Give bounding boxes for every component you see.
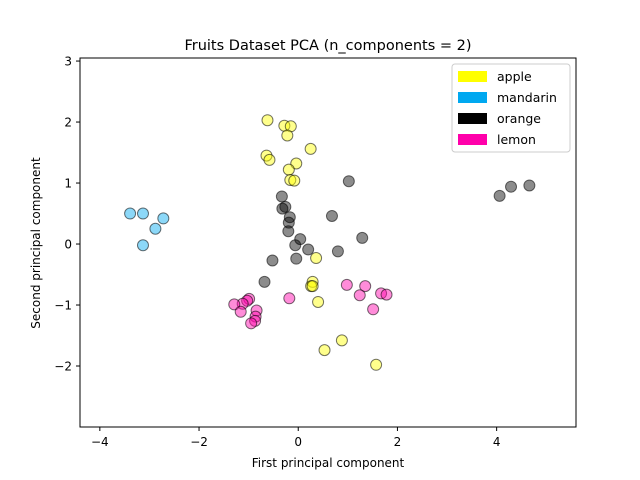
points-layer <box>124 114 536 371</box>
point-orange-15 <box>258 275 271 288</box>
legend-label-apple: apple <box>497 69 532 84</box>
point-orange-14 <box>266 254 279 267</box>
legend: apple mandarin orange lemon <box>451 63 571 153</box>
y-tick-label-5: 3 <box>64 55 72 69</box>
point-apple-8 <box>282 163 295 176</box>
point-orange-16 <box>493 189 506 202</box>
point-orange-8 <box>356 231 369 244</box>
point-lemon-1 <box>359 280 372 293</box>
point-orange-12 <box>331 245 344 258</box>
point-apple-9 <box>284 173 297 186</box>
point-lemon-0 <box>340 278 353 291</box>
point-orange-10 <box>289 239 302 252</box>
legend-box <box>451 63 571 153</box>
point-lemon-15 <box>245 317 258 330</box>
point-mandarin-2 <box>157 212 170 225</box>
point-orange-7 <box>282 225 295 238</box>
x-axis-label: First principal component <box>252 456 405 470</box>
point-orange-13 <box>290 252 303 265</box>
legend-swatch-lemon <box>458 134 487 145</box>
point-orange-11 <box>302 243 315 256</box>
point-apple-18 <box>370 358 383 371</box>
point-orange-17 <box>505 180 518 193</box>
point-mandarin-3 <box>149 222 162 235</box>
point-orange-6 <box>325 209 338 222</box>
chart-title: Fruits Dataset PCA (n_components = 2) <box>184 38 471 54</box>
y-tick-label-1: −1 <box>54 299 72 313</box>
axes-layer: −4 −2 0 2 4 −2 −1 0 1 2 3 <box>54 55 577 449</box>
legend-swatch-mandarin <box>458 92 487 103</box>
y-tick-label-4: 2 <box>64 116 72 130</box>
point-mandarin-1 <box>136 207 149 220</box>
legend-label-orange: orange <box>497 111 541 126</box>
point-apple-17 <box>318 344 331 357</box>
legend-label-mandarin: mandarin <box>497 90 557 105</box>
y-tick-label-3: 1 <box>64 177 72 191</box>
x-tick-label-0: −4 <box>91 435 109 449</box>
point-mandarin-0 <box>124 207 137 220</box>
point-apple-10 <box>288 174 301 187</box>
point-lemon-6 <box>243 292 256 305</box>
y-axis-label: Second principal component <box>29 157 43 329</box>
y-tick-label-0: −2 <box>54 360 72 374</box>
y-tick-label-2: 0 <box>64 238 72 252</box>
x-tick-label-1: −2 <box>190 435 208 449</box>
point-apple-16 <box>335 334 348 347</box>
point-apple-14 <box>306 280 319 293</box>
x-tick-label-4: 4 <box>493 435 501 449</box>
point-orange-0 <box>342 175 355 188</box>
x-tick-label-2: 0 <box>294 435 302 449</box>
x-tick-label-3: 2 <box>394 435 402 449</box>
point-apple-4 <box>304 142 317 155</box>
point-apple-0 <box>261 114 274 127</box>
point-lemon-10 <box>367 303 380 316</box>
point-mandarin-4 <box>136 239 149 252</box>
point-apple-6 <box>263 153 276 166</box>
axes-frame <box>79 57 577 428</box>
point-apple-11 <box>310 252 323 265</box>
point-lemon-5 <box>283 292 296 305</box>
point-apple-3 <box>281 129 294 142</box>
point-lemon-4 <box>353 289 366 302</box>
point-orange-1 <box>275 190 288 203</box>
point-orange-18 <box>523 179 536 192</box>
point-lemon-3 <box>380 288 393 301</box>
point-orange-3 <box>276 202 289 215</box>
legend-swatch-orange <box>458 113 487 124</box>
point-orange-5 <box>282 216 295 229</box>
point-apple-15 <box>312 295 325 308</box>
legend-swatch-apple <box>458 71 487 82</box>
point-lemon-13 <box>249 310 262 323</box>
legend-label-lemon: lemon <box>497 132 536 147</box>
point-orange-9 <box>294 233 307 246</box>
point-lemon-12 <box>234 305 247 318</box>
